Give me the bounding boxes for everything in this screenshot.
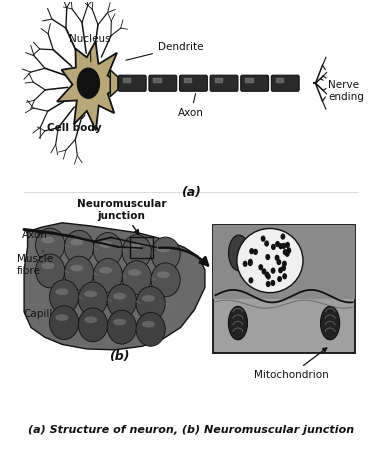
Circle shape [278,267,283,273]
Ellipse shape [142,295,155,302]
Circle shape [278,243,283,249]
Ellipse shape [237,229,303,292]
Text: Dendrite: Dendrite [126,42,204,60]
Circle shape [261,235,265,242]
Ellipse shape [93,233,123,266]
Ellipse shape [113,293,126,300]
Circle shape [285,242,290,248]
FancyBboxPatch shape [210,75,238,91]
Ellipse shape [55,288,68,295]
Ellipse shape [65,256,94,290]
Ellipse shape [78,282,108,316]
Ellipse shape [55,314,68,321]
Circle shape [243,261,248,267]
Ellipse shape [151,237,180,271]
Text: (a): (a) [181,185,201,198]
Ellipse shape [84,316,97,323]
Circle shape [248,260,253,266]
Ellipse shape [84,291,97,297]
FancyBboxPatch shape [241,75,269,91]
Circle shape [264,240,269,247]
FancyBboxPatch shape [118,75,146,91]
Ellipse shape [70,265,83,271]
FancyBboxPatch shape [213,225,355,299]
Circle shape [270,280,275,286]
Ellipse shape [77,68,100,99]
Circle shape [281,243,286,249]
Circle shape [277,259,281,265]
Circle shape [249,248,254,254]
Ellipse shape [99,241,112,248]
Ellipse shape [228,235,249,271]
Circle shape [264,271,269,278]
Text: Capillary: Capillary [23,304,70,319]
Circle shape [283,249,288,255]
Polygon shape [110,70,118,97]
FancyBboxPatch shape [271,75,299,91]
FancyBboxPatch shape [180,75,207,91]
Circle shape [281,265,286,271]
Circle shape [258,264,263,270]
Ellipse shape [70,239,83,246]
Ellipse shape [107,310,136,344]
Ellipse shape [157,246,170,252]
Text: Cell body: Cell body [47,115,102,133]
Circle shape [282,273,287,279]
Ellipse shape [36,228,65,262]
Ellipse shape [36,254,65,288]
Ellipse shape [136,312,165,346]
Circle shape [285,251,290,257]
Polygon shape [24,223,205,350]
Circle shape [280,234,285,240]
Ellipse shape [320,306,340,340]
Circle shape [271,244,276,250]
Ellipse shape [122,235,151,269]
Ellipse shape [151,263,180,297]
Ellipse shape [93,258,123,292]
Text: Nucleus: Nucleus [70,35,111,62]
Circle shape [275,255,280,261]
Text: Neuromuscular
junction: Neuromuscular junction [77,199,166,234]
Circle shape [286,248,291,253]
Ellipse shape [128,269,141,276]
Ellipse shape [107,284,136,318]
Text: (b): (b) [110,350,130,363]
Circle shape [266,281,270,287]
Text: Axon: Axon [178,94,204,118]
FancyBboxPatch shape [149,75,177,91]
Circle shape [248,259,253,265]
Ellipse shape [142,321,155,328]
Circle shape [277,276,282,282]
Ellipse shape [122,261,151,295]
Ellipse shape [49,306,79,340]
Ellipse shape [49,280,79,314]
Ellipse shape [113,319,126,325]
Polygon shape [57,41,121,130]
Circle shape [262,268,266,274]
Ellipse shape [128,243,141,250]
Circle shape [265,254,270,260]
Ellipse shape [228,306,248,340]
Circle shape [266,274,271,279]
Ellipse shape [99,267,112,274]
Text: Muscle
fibre: Muscle fibre [17,251,53,276]
Circle shape [270,268,275,274]
Circle shape [282,261,287,267]
Circle shape [253,249,258,255]
Ellipse shape [41,237,55,243]
Text: Nerve
ending: Nerve ending [321,79,364,102]
Text: Axon: Axon [22,230,48,240]
Circle shape [248,277,253,284]
Text: Mitochondrion: Mitochondrion [254,348,329,380]
Text: (a) Structure of neuron, (b) Neuromuscular junction: (a) Structure of neuron, (b) Neuromuscul… [28,424,354,435]
Ellipse shape [157,271,170,278]
FancyBboxPatch shape [213,225,355,352]
Ellipse shape [41,262,55,269]
Ellipse shape [136,287,165,320]
Ellipse shape [65,230,94,264]
Ellipse shape [78,308,108,342]
Circle shape [275,241,280,247]
